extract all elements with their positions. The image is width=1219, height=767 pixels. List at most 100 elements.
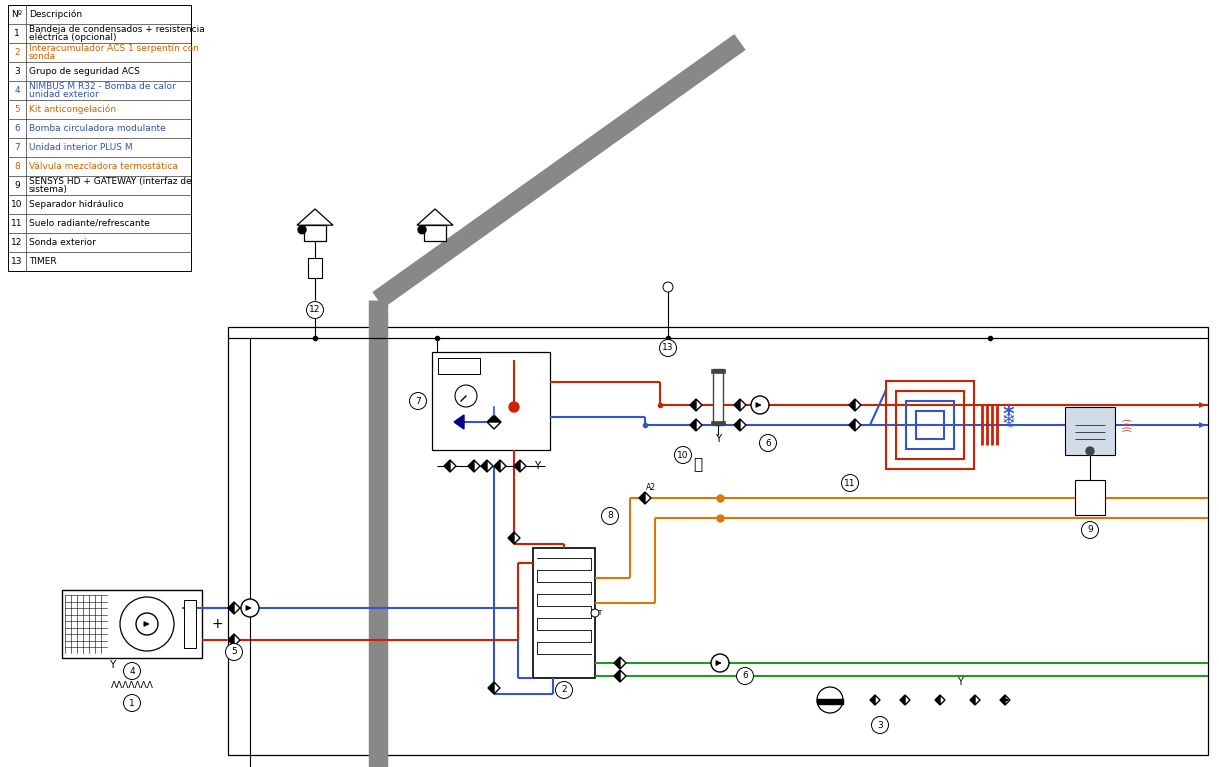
Polygon shape [734, 419, 740, 431]
Polygon shape [970, 695, 975, 705]
Text: Bomba circuladora modulante: Bomba circuladora modulante [29, 124, 166, 133]
Circle shape [123, 694, 140, 712]
Bar [424, 225, 446, 241]
Polygon shape [975, 695, 980, 705]
Text: Interacumulador ACS 1 serpentín con: Interacumulador ACS 1 serpentín con [29, 44, 199, 53]
Polygon shape [696, 399, 702, 411]
Polygon shape [488, 422, 501, 429]
Bar [896, 391, 964, 459]
Polygon shape [508, 532, 514, 544]
Text: Y: Y [957, 677, 963, 687]
Text: Válvula mezcladora termostática: Válvula mezcladora termostática [29, 162, 178, 171]
Text: unidad exterior: unidad exterior [29, 90, 99, 99]
Circle shape [226, 644, 243, 660]
Circle shape [674, 446, 691, 463]
Text: ❄: ❄ [1001, 411, 1015, 429]
Bar [308, 258, 322, 278]
Text: Unidad interior PLUS M: Unidad interior PLUS M [29, 143, 133, 152]
Text: SENSYS HD + GATEWAY (interfaz de: SENSYS HD + GATEWAY (interfaz de [29, 177, 191, 186]
Polygon shape [614, 657, 620, 669]
Polygon shape [690, 419, 696, 431]
Text: 9: 9 [1087, 525, 1093, 535]
Text: 5: 5 [15, 105, 20, 114]
Text: 6: 6 [15, 124, 20, 133]
Polygon shape [1004, 695, 1011, 705]
Polygon shape [234, 602, 240, 614]
Polygon shape [740, 419, 746, 431]
Polygon shape [614, 670, 620, 682]
Bar [906, 401, 954, 449]
Circle shape [711, 654, 729, 672]
Text: sonda: sonda [29, 52, 56, 61]
Polygon shape [450, 460, 456, 472]
Circle shape [418, 225, 425, 234]
Polygon shape [474, 460, 480, 472]
Circle shape [817, 687, 844, 713]
Text: 11: 11 [11, 219, 23, 228]
Polygon shape [870, 695, 875, 705]
Circle shape [410, 393, 427, 410]
Polygon shape [904, 695, 911, 705]
Bar [817, 699, 844, 704]
Polygon shape [696, 419, 702, 431]
Text: 10: 10 [11, 200, 23, 209]
Polygon shape [482, 460, 488, 472]
Circle shape [119, 597, 174, 651]
Text: 12: 12 [11, 238, 23, 247]
Polygon shape [444, 460, 450, 472]
Circle shape [306, 301, 323, 318]
Text: 🔧: 🔧 [694, 457, 702, 472]
Bar [533, 548, 595, 678]
Text: 10: 10 [678, 450, 689, 459]
Bar [713, 369, 723, 425]
Text: Y: Y [534, 461, 540, 471]
Circle shape [872, 716, 889, 733]
Text: 4: 4 [15, 86, 20, 95]
Polygon shape [234, 634, 240, 646]
Polygon shape [900, 695, 904, 705]
Circle shape [659, 340, 677, 357]
Text: 3: 3 [15, 67, 20, 76]
Circle shape [663, 282, 673, 292]
Text: Bandeja de condensados + resistencia: Bandeja de condensados + resistencia [29, 25, 205, 34]
Polygon shape [521, 460, 527, 472]
Bar [432, 352, 550, 450]
Circle shape [591, 609, 599, 617]
Text: Nº: Nº [11, 10, 22, 19]
Circle shape [841, 475, 858, 492]
Text: 8: 8 [607, 512, 613, 521]
Text: Separador hidráulico: Separador hidráulico [29, 200, 123, 209]
Text: Suelo radiante/refrescante: Suelo radiante/refrescante [29, 219, 150, 228]
Bar [711, 421, 725, 425]
Text: ΛΛΛΛΛΛΛ: ΛΛΛΛΛΛΛ [111, 682, 154, 690]
Polygon shape [488, 415, 501, 422]
Polygon shape [848, 399, 855, 411]
Polygon shape [855, 419, 861, 431]
Bar [62, 590, 202, 658]
Bar [711, 369, 725, 373]
Circle shape [1081, 522, 1098, 538]
Text: 7: 7 [416, 397, 421, 406]
Circle shape [751, 396, 769, 414]
Circle shape [759, 434, 777, 452]
Text: 11: 11 [845, 479, 856, 488]
Polygon shape [620, 670, 627, 682]
Text: Descripción: Descripción [29, 10, 82, 19]
Text: 8: 8 [15, 162, 20, 171]
Polygon shape [488, 460, 492, 472]
Text: +: + [211, 617, 223, 631]
Circle shape [241, 599, 258, 617]
Text: Sonda exterior: Sonda exterior [29, 238, 96, 247]
Text: *: * [1007, 423, 1013, 433]
Text: 4: 4 [129, 667, 135, 676]
Polygon shape [494, 460, 500, 472]
Bar [305, 225, 325, 241]
Text: 3: 3 [878, 720, 883, 729]
Polygon shape [228, 634, 234, 646]
Bar [228, 327, 1208, 755]
Polygon shape [494, 682, 500, 694]
Text: 13: 13 [11, 257, 23, 266]
Circle shape [556, 682, 573, 699]
Polygon shape [740, 399, 746, 411]
Polygon shape [228, 602, 234, 614]
